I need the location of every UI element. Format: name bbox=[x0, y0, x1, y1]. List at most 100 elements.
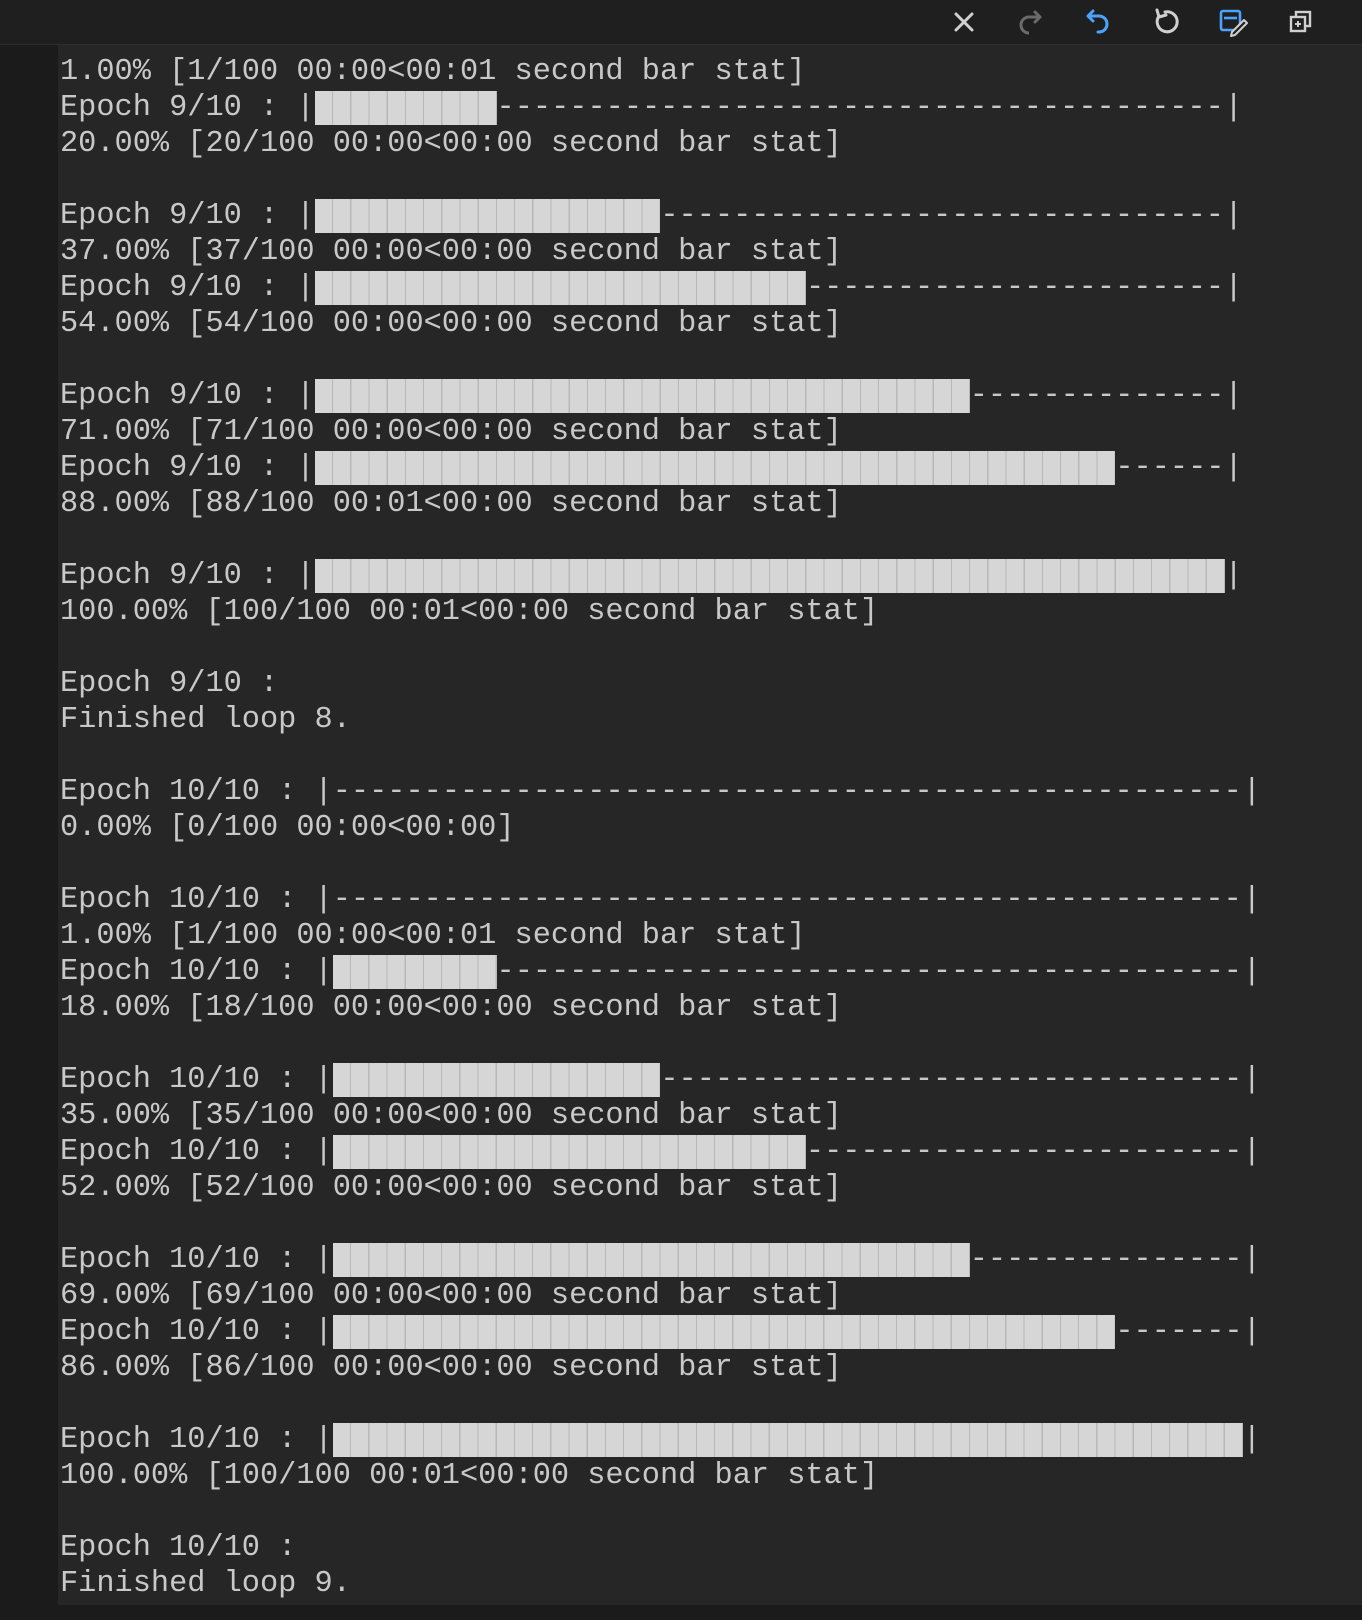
progress-bar-label: Epoch 10/10 : bbox=[60, 883, 315, 917]
blank-line bbox=[60, 846, 1362, 882]
progress-bar-line: Epoch 10/10 : | -------------------------… bbox=[60, 774, 1362, 810]
close-icon bbox=[954, 12, 974, 32]
redo-icon bbox=[1019, 10, 1042, 35]
progress-bar-open: | bbox=[296, 271, 315, 305]
progress-bar-close: | bbox=[1242, 1315, 1261, 1349]
progress-bar-fill bbox=[314, 271, 806, 305]
output-line: 69.00% [69/100 00:00<00:00 second bar st… bbox=[60, 1278, 1362, 1314]
output-line-text: 52.00% [52/100 00:00<00:00 second bar st… bbox=[60, 1171, 842, 1205]
output-line-text: Finished loop 9. bbox=[60, 1567, 351, 1601]
output-line: 86.00% [86/100 00:00<00:00 second bar st… bbox=[60, 1350, 1362, 1386]
progress-bar-close: | bbox=[1242, 1063, 1261, 1097]
undo-icon bbox=[1086, 9, 1109, 34]
progress-bar-close: | bbox=[1242, 883, 1261, 917]
progress-bar-label: Epoch 10/10 : bbox=[60, 1315, 315, 1349]
copy-button[interactable] bbox=[1283, 4, 1319, 40]
progress-bar-remaining: -------------- bbox=[969, 379, 1225, 413]
progress-bar-fill bbox=[332, 1135, 806, 1169]
output-line: 71.00% [71/100 00:00<00:00 second bar st… bbox=[60, 414, 1362, 450]
progress-bar: -------------------------------- bbox=[332, 1062, 1243, 1098]
progress-bar: ----------------------- bbox=[314, 270, 1225, 306]
progress-bar: ------------------------ bbox=[332, 1134, 1243, 1170]
restart-button[interactable] bbox=[1148, 4, 1184, 40]
output-line: 52.00% [52/100 00:00<00:00 second bar st… bbox=[60, 1170, 1362, 1206]
progress-bar-fill bbox=[314, 91, 497, 125]
progress-bar-label: Epoch 10/10 : bbox=[60, 1423, 315, 1457]
blank-line bbox=[60, 1386, 1362, 1422]
progress-bar-open: | bbox=[314, 883, 333, 917]
edit-button[interactable] bbox=[1215, 4, 1251, 40]
output-line-text: 20.00% [20/100 00:00<00:00 second bar st… bbox=[60, 127, 842, 161]
output-line-text: Epoch 10/10 : bbox=[60, 1531, 297, 1565]
output-line: 1.00% [1/100 00:00<00:01 second bar stat… bbox=[60, 54, 1362, 90]
progress-bar-open: | bbox=[314, 775, 333, 809]
progress-bar-line: Epoch 9/10 : | --------------------------… bbox=[60, 90, 1362, 126]
undo-button[interactable] bbox=[1080, 4, 1116, 40]
output-line-text: . . bbox=[60, 45, 1362, 54]
progress-bar-fill bbox=[332, 1423, 1243, 1457]
output-line: 100.00% [100/100 00:01<00:00 second bar … bbox=[60, 1458, 1362, 1494]
progress-bar-line: Epoch 9/10 : | --------------------------… bbox=[60, 198, 1362, 234]
progress-bar-close: | bbox=[1224, 271, 1243, 305]
progress-bar-close: | bbox=[1242, 1243, 1261, 1277]
output-toolbar bbox=[0, 0, 1362, 45]
progress-bar-line: Epoch 10/10 : | -------------------------… bbox=[60, 1062, 1362, 1098]
restart-icon bbox=[1155, 8, 1179, 34]
progress-bar-close: | bbox=[1242, 1135, 1261, 1169]
close-button[interactable] bbox=[946, 4, 982, 40]
progress-bar-line: Epoch 10/10 : | -------------------------… bbox=[60, 954, 1362, 990]
progress-bar-fill bbox=[332, 1315, 1116, 1349]
progress-bar-open: | bbox=[314, 1135, 333, 1169]
output-line: 37.00% [37/100 00:00<00:00 second bar st… bbox=[60, 234, 1362, 270]
output-line: 1.00% [1/100 00:00<00:01 second bar stat… bbox=[60, 918, 1362, 954]
output-line: Epoch 9/10 : bbox=[60, 666, 1362, 702]
output-line-text: 69.00% [69/100 00:00<00:00 second bar st… bbox=[60, 1279, 842, 1313]
output-line-text: 35.00% [35/100 00:00<00:00 second bar st… bbox=[60, 1099, 842, 1133]
progress-bar-close: | bbox=[1242, 955, 1261, 989]
copy-icon bbox=[1289, 10, 1312, 33]
progress-bar-remaining: ----------------------------------------… bbox=[332, 775, 1242, 809]
progress-bar-fill bbox=[314, 199, 661, 233]
progress-bar-open: | bbox=[314, 1243, 333, 1277]
progress-bar: ----------------------------------------… bbox=[333, 774, 1243, 810]
progress-bar-close: | bbox=[1242, 1423, 1261, 1457]
progress-bar: ------ bbox=[314, 450, 1225, 486]
progress-bar-remaining: -------------------------------- bbox=[660, 1063, 1243, 1097]
progress-bar-remaining: ------------------------ bbox=[805, 1135, 1243, 1169]
blank-line bbox=[60, 1026, 1362, 1062]
output-line-text: 0.00% [0/100 00:00<00:00] bbox=[60, 811, 515, 845]
cell-output-area[interactable]: . . 1.00% [1/100 00:00<00:01 second bar … bbox=[58, 45, 1362, 1605]
blank-line bbox=[60, 1206, 1362, 1242]
progress-bar-fill bbox=[332, 1243, 970, 1277]
blank-line bbox=[60, 630, 1362, 666]
progress-bar-open: | bbox=[314, 1423, 333, 1457]
progress-bar-label: Epoch 10/10 : bbox=[60, 1063, 315, 1097]
output-line-text: 1.00% [1/100 00:00<00:01 second bar stat… bbox=[60, 919, 806, 953]
progress-bar-open: | bbox=[296, 199, 315, 233]
cell-gutter bbox=[0, 45, 58, 1605]
progress-bar-label: Epoch 10/10 : bbox=[60, 955, 315, 989]
output-text: . . 1.00% [1/100 00:00<00:01 second bar … bbox=[60, 45, 1362, 1602]
progress-bar-label: Epoch 10/10 : bbox=[60, 1243, 315, 1277]
output-line-text: Epoch 9/10 : bbox=[60, 667, 279, 701]
progress-bar-remaining: ------ bbox=[1115, 451, 1225, 485]
progress-bar: ---------------------------------------- bbox=[314, 90, 1225, 126]
output-line-text: 71.00% [71/100 00:00<00:00 second bar st… bbox=[60, 415, 842, 449]
progress-bar-label: Epoch 9/10 : bbox=[60, 199, 297, 233]
output-line: Epoch 10/10 : bbox=[60, 1530, 1362, 1566]
progress-bar-close: | bbox=[1224, 379, 1243, 413]
redo-button[interactable] bbox=[1012, 4, 1048, 40]
progress-bar bbox=[314, 558, 1225, 594]
output-line-text: 86.00% [86/100 00:00<00:00 second bar st… bbox=[60, 1351, 842, 1385]
progress-bar-fill bbox=[314, 559, 1225, 593]
progress-bar-open: | bbox=[296, 451, 315, 485]
progress-bar-fill bbox=[314, 379, 970, 413]
output-line-text: 88.00% [88/100 00:01<00:00 second bar st… bbox=[60, 487, 842, 521]
output-line: Finished loop 8. bbox=[60, 702, 1362, 738]
progress-bar: ----------------------------------------… bbox=[333, 882, 1243, 918]
progress-bar: --------------- bbox=[332, 1242, 1243, 1278]
progress-bar-close: | bbox=[1242, 775, 1261, 809]
output-line: Finished loop 9. bbox=[60, 1566, 1362, 1602]
output-line: 88.00% [88/100 00:01<00:00 second bar st… bbox=[60, 486, 1362, 522]
progress-bar-line: Epoch 10/10 : | --------------- | bbox=[60, 1242, 1362, 1278]
